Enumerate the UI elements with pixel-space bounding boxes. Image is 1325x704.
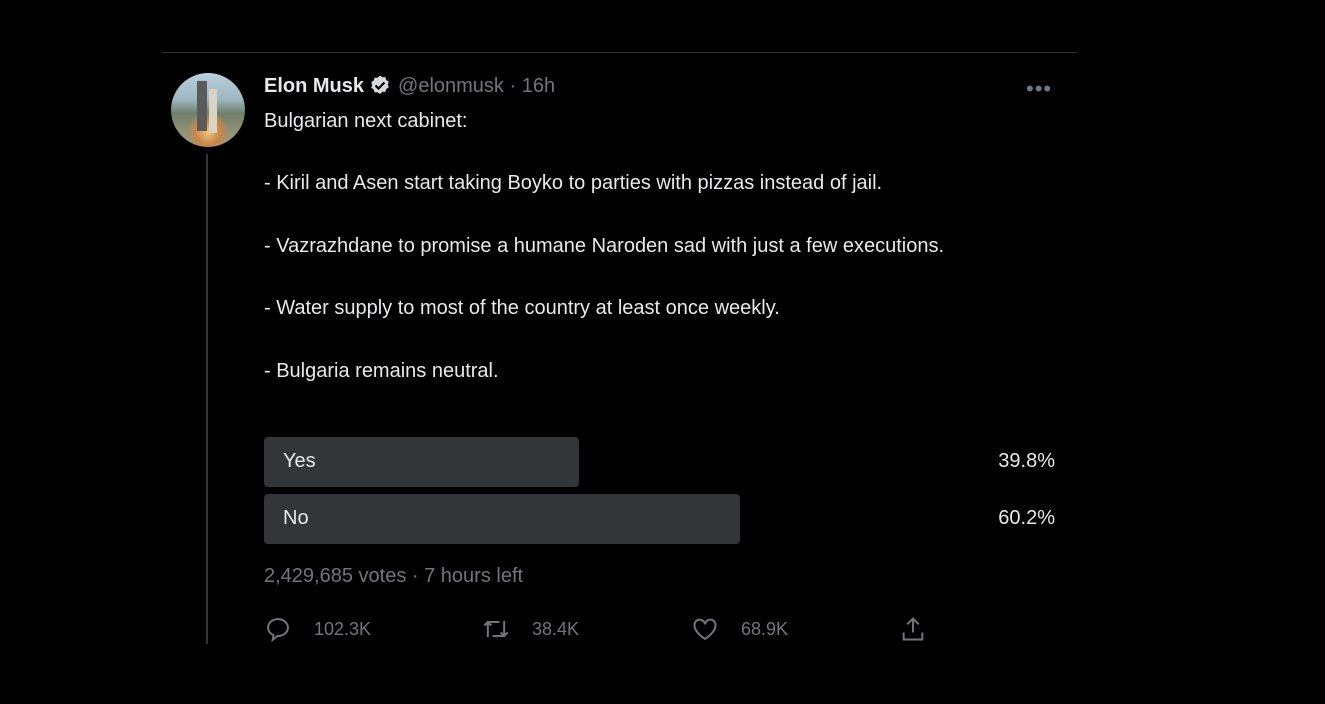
- poll-option-label: Yes: [283, 450, 316, 472]
- like-button[interactable]: 68.9K: [691, 615, 788, 643]
- reply-count: 102.3K: [314, 618, 372, 639]
- reply-button[interactable]: 102.3K: [264, 615, 371, 643]
- poll-bar: [264, 494, 741, 544]
- retweet-icon: [483, 620, 509, 638]
- heart-icon: [693, 618, 717, 641]
- separator: ·: [503, 74, 522, 97]
- poll-option-percent: 39.8%: [998, 450, 1055, 472]
- like-count: 68.9K: [741, 618, 789, 639]
- divider: [162, 52, 1077, 53]
- reply-icon: [267, 618, 289, 643]
- share-button[interactable]: [899, 615, 927, 643]
- poll-option-percent: 60.2%: [998, 507, 1055, 529]
- author-handle[interactable]: @elonmusk: [398, 74, 504, 97]
- thread-line: [206, 154, 208, 644]
- timestamp[interactable]: 16h: [521, 74, 556, 97]
- poll-option-label: No: [283, 507, 309, 529]
- poll-option-no: No 60.2%: [264, 494, 1055, 544]
- retweet-count: 38.4K: [532, 618, 580, 639]
- tweet-text: Bulgarian next cabinet: - Kiril and Asen…: [264, 110, 944, 382]
- poll-option-yes: Yes 39.8%: [264, 437, 1055, 487]
- tweet-header: Elon Musk @elonmusk · 16h: [264, 74, 555, 98]
- share-icon: [902, 617, 924, 641]
- author-name[interactable]: Elon Musk: [264, 74, 365, 97]
- more-options-icon[interactable]: •••: [1026, 76, 1053, 101]
- avatar[interactable]: [171, 73, 245, 147]
- verified-badge-icon: [371, 75, 389, 94]
- poll-bar: [264, 437, 579, 487]
- poll-summary: 2,429,685 votes · 7 hours left: [264, 565, 524, 587]
- retweet-button[interactable]: 38.4K: [482, 615, 579, 643]
